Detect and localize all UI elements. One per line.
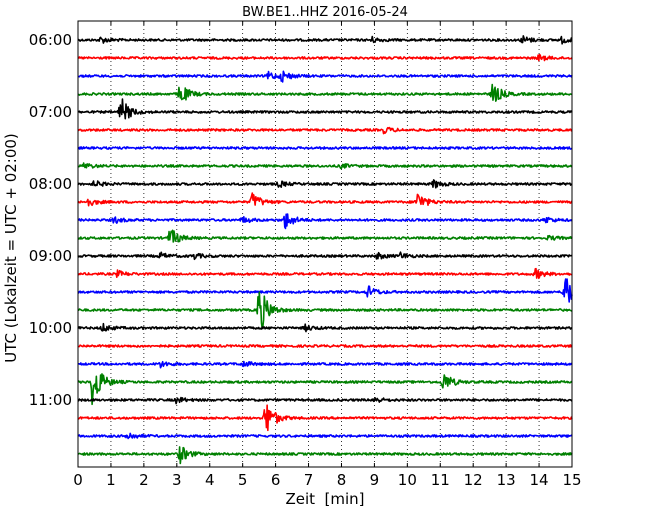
trace-10:45	[77, 373, 573, 406]
x-tick-label: 10	[398, 471, 417, 489]
x-tick-label: 2	[139, 471, 149, 489]
trace-11:00	[77, 396, 573, 405]
hour-label: 10:00	[29, 319, 72, 337]
x-axis-ticks: 0 1 2 3 4 5 6 7 8 9 10 11 12 13 14 15	[73, 21, 582, 489]
y-axis-ticks: 06:00 07:00 08:00 09:00 10:00 11:00	[29, 31, 572, 409]
x-tick-label: 7	[304, 471, 314, 489]
hour-label: 07:00	[29, 103, 72, 121]
x-axis-label: Zeit [min]	[285, 490, 364, 508]
trace-09:15	[77, 267, 573, 280]
x-tick-label: 3	[172, 471, 182, 489]
trace-11:45	[77, 446, 573, 465]
trace-08:45	[77, 229, 573, 243]
trace-06:45	[77, 83, 573, 102]
chart-title: BW.BE1..HHZ 2016-05-24	[242, 5, 408, 20]
trace-10:00	[77, 322, 573, 333]
trace-06:00	[77, 35, 573, 45]
trace-10:30	[77, 360, 573, 369]
trace-08:30	[77, 213, 573, 230]
seismic-traces	[77, 35, 573, 465]
hour-label: 09:00	[29, 247, 72, 265]
hour-label: 08:00	[29, 175, 72, 193]
plot-frame	[77, 20, 573, 468]
x-tick-label: 1	[106, 471, 116, 489]
trace-07:00	[77, 98, 573, 120]
x-tick-label: 4	[205, 471, 215, 489]
trace-06:15	[77, 53, 573, 62]
x-tick-label: 8	[337, 471, 347, 489]
trace-07:45	[77, 162, 573, 170]
trace-09:30	[77, 278, 573, 303]
trace-11:30	[77, 432, 573, 440]
trace-08:15	[77, 192, 573, 207]
trace-11:15	[77, 404, 573, 432]
trace-08:00	[77, 179, 573, 189]
trace-07:30	[77, 146, 573, 150]
x-tick-label: 9	[370, 471, 380, 489]
x-tick-label: 5	[238, 471, 248, 489]
trace-06:30	[77, 70, 573, 83]
trace-10:15	[77, 344, 573, 348]
x-tick-label: 14	[530, 471, 549, 489]
x-tick-label: 12	[464, 471, 483, 489]
x-tick-label: 0	[73, 471, 83, 489]
hour-label: 06:00	[29, 31, 72, 49]
x-tick-label: 15	[562, 471, 581, 489]
x-tick-label: 13	[497, 471, 516, 489]
y-axis-label: UTC (Lokalzeit = UTC + 02:00)	[2, 133, 20, 363]
x-tick-label: 11	[431, 471, 450, 489]
trace-07:15	[77, 126, 573, 135]
trace-09:45	[77, 291, 573, 329]
trace-09:00	[77, 251, 573, 261]
x-tick-label: 6	[271, 471, 281, 489]
hour-label: 11:00	[29, 391, 72, 409]
